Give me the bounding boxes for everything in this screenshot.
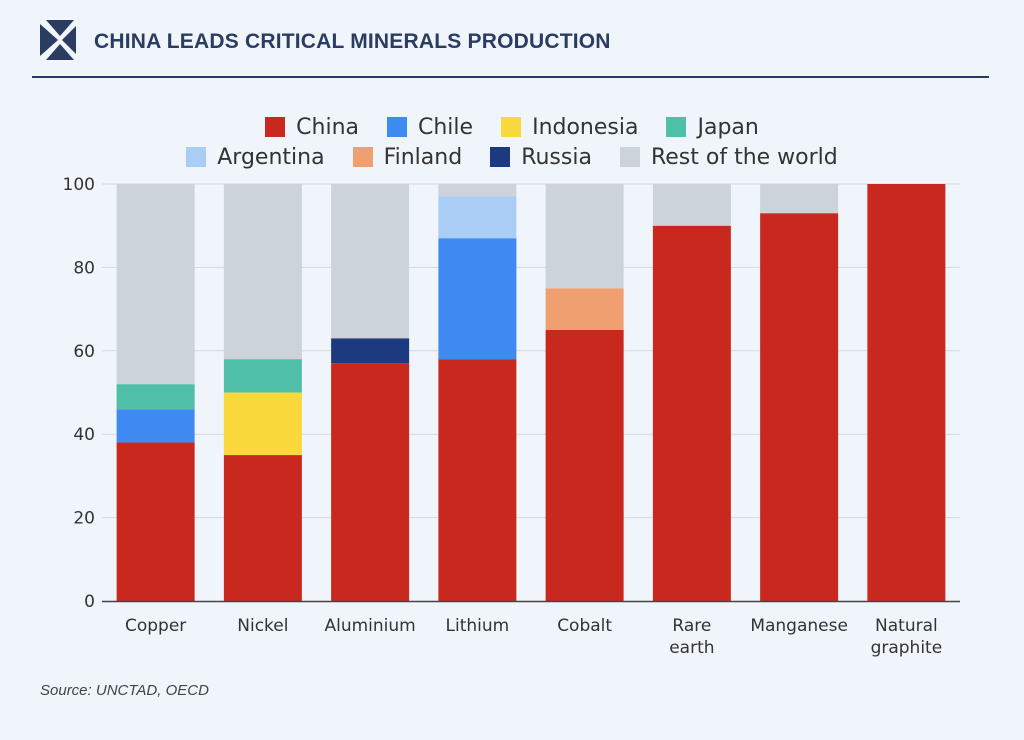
bar-segment	[760, 213, 839, 601]
legend-row: China Chile Indonesia Japan	[0, 112, 1024, 142]
bar-segment	[545, 329, 624, 601]
legend-label: Finland	[383, 144, 463, 170]
source-note: Source: UNCTAD, OECD	[40, 682, 209, 699]
bar-segment	[223, 455, 302, 601]
x-tick-label: Copper	[125, 616, 186, 636]
x-tick-label: Aluminium	[325, 616, 416, 636]
bar-segment	[331, 363, 410, 601]
legend-swatch	[387, 117, 407, 137]
legend-swatch	[619, 147, 640, 167]
legend-item: Indonesia	[501, 115, 638, 140]
x-tick-label: Manganese	[750, 616, 848, 636]
bar-segment	[116, 442, 195, 601]
page-title: CHINA LEADS CRITICAL MINERALS PRODUCTION	[94, 30, 611, 53]
legend-swatch	[186, 147, 207, 167]
legend-swatch	[265, 117, 286, 137]
legend-label: Argentina	[217, 144, 325, 170]
legend-swatch	[490, 147, 511, 167]
legend-label: Japan	[697, 114, 759, 140]
bar-segment	[867, 184, 946, 601]
x-tick-label: earth	[669, 638, 714, 658]
bar-segment	[652, 184, 731, 226]
y-tick-label: 40	[73, 425, 95, 445]
bar-segment	[438, 184, 517, 197]
bar-segment	[545, 184, 624, 289]
legend-label: Chile	[418, 114, 474, 140]
legend-item: China	[265, 115, 359, 140]
legend-row: Argentina Finland Russia Rest of the world	[0, 142, 1024, 172]
x-tick-label: Lithium	[446, 616, 510, 636]
bar-segment	[760, 184, 839, 214]
bar-segment	[223, 184, 302, 360]
bar-segment	[223, 392, 302, 456]
bar-segment	[438, 359, 517, 601]
bar-segment	[223, 359, 302, 393]
legend-swatch	[352, 147, 373, 167]
y-tick-label: 80	[73, 258, 95, 278]
y-tick-label: 100	[63, 175, 95, 195]
legend-item: Finland	[352, 144, 463, 170]
bar-segment	[116, 184, 195, 385]
y-tick-label: 20	[73, 509, 95, 529]
header: CHINA LEADS CRITICAL MINERALS PRODUCTION	[32, 16, 989, 78]
x-tick-label: Rare	[672, 616, 711, 636]
legend-label: Russia	[521, 144, 592, 170]
x-tick-label: Cobalt	[557, 616, 612, 636]
legend-swatch	[501, 117, 522, 137]
x-tick-label: Natural	[875, 616, 938, 636]
y-tick-label: 0	[84, 592, 95, 612]
legend-label: Indonesia	[532, 114, 639, 140]
bar-segment	[331, 184, 410, 339]
bar-segment	[438, 196, 517, 239]
legend-item: Japan	[666, 114, 759, 140]
legend-label: Rest of the world	[650, 144, 838, 170]
legend-item: Rest of the world	[619, 144, 838, 170]
x-tick-label: graphite	[871, 638, 943, 658]
bar-segment	[652, 225, 731, 601]
y-tick-label: 60	[73, 342, 95, 362]
bar-segment	[116, 409, 195, 443]
legend-swatch	[666, 117, 687, 137]
legend-item: Russia	[490, 145, 592, 170]
bar-segment	[116, 384, 195, 410]
legend: China Chile Indonesia Japan Argentina Finland…	[0, 112, 1024, 172]
x-tick-label: Nickel	[237, 616, 288, 636]
legend-item: Chile	[387, 115, 473, 140]
bar-segment	[438, 238, 517, 360]
triangular-chevron-logo-icon	[40, 20, 76, 60]
legend-label: China	[296, 114, 359, 140]
bar-segment	[331, 338, 410, 364]
bar-segment	[545, 288, 624, 330]
legend-item: Argentina	[186, 144, 325, 170]
